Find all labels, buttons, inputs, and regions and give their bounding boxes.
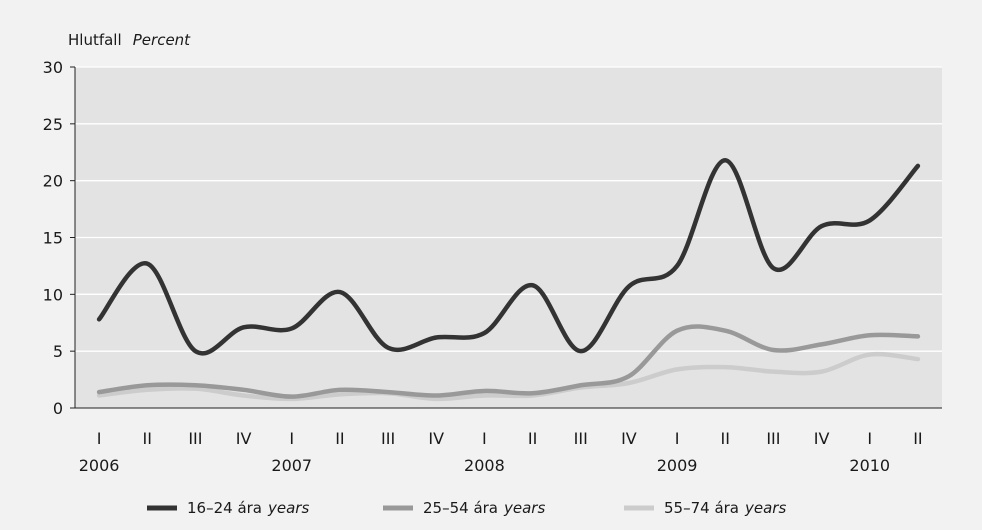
legend-entry: 25–54 ára years	[423, 499, 545, 517]
x-tick-label: I	[867, 429, 872, 448]
legend-entry-name: 16–24 ára	[187, 499, 262, 517]
legend-entry: 55–74 ára years	[664, 499, 786, 517]
x-year-label: 2009	[657, 456, 698, 475]
x-tick-label: II	[721, 429, 730, 448]
x-tick-label: III	[188, 429, 202, 448]
x-tick-label: II	[335, 429, 344, 448]
legend-entry-name: 55–74 ára	[664, 499, 739, 517]
y-tick-label: 15	[43, 229, 63, 248]
x-tick-label: IV	[621, 429, 637, 448]
y-axis-label-english: Percent	[133, 31, 191, 49]
legend-entry-english: years	[267, 499, 309, 517]
y-axis-label: Hlutfall Percent	[68, 30, 191, 49]
y-tick-label: 10	[43, 285, 63, 304]
x-tick-label: II	[913, 429, 922, 448]
legend: 16–24 ára years 25–54 ára years 55–74 ára yea…	[147, 499, 786, 517]
legend-entry-name: 25–54 ára	[423, 499, 498, 517]
x-tick-label: IV	[428, 429, 444, 448]
x-tick-label: I	[289, 429, 294, 448]
x-tick-label: I	[97, 429, 102, 448]
x-year-label: 2007	[271, 456, 312, 475]
x-tick-label: III	[574, 429, 588, 448]
x-tick-label: IV	[814, 429, 830, 448]
y-tick-label: 5	[53, 342, 63, 361]
x-tick-label: I	[675, 429, 680, 448]
x-tick-label: II	[143, 429, 152, 448]
legend-entry-english: years	[503, 499, 545, 517]
x-tick-label: I	[482, 429, 487, 448]
x-tick-label: IV	[236, 429, 252, 448]
y-axis-label-main: Hlutfall	[68, 31, 122, 49]
y-tick-label: 25	[43, 115, 63, 134]
y-tick-label: 20	[43, 172, 63, 191]
x-year-label: 2008	[464, 456, 505, 475]
legend-entry-english: years	[744, 499, 786, 517]
y-axis-ticks: 0 5 10 15 20 25 30	[43, 58, 75, 418]
x-tick-label: III	[766, 429, 780, 448]
x-tick-label: III	[381, 429, 395, 448]
x-year-label: 2010	[849, 456, 890, 475]
legend-entry: 16–24 ára years	[187, 499, 309, 517]
y-tick-label: 30	[43, 58, 63, 77]
x-tick-label: II	[528, 429, 537, 448]
x-year-label: 2006	[79, 456, 120, 475]
y-tick-label: 0	[53, 399, 63, 418]
